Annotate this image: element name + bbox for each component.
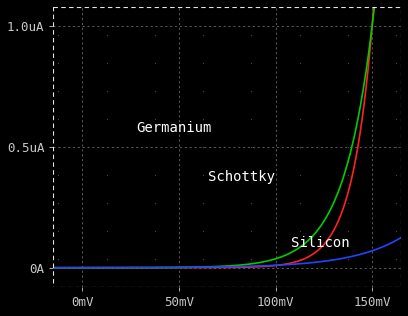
Text: Germanium: Germanium [137,121,212,136]
Text: Schottky: Schottky [208,170,275,184]
Text: Silicon: Silicon [291,236,350,250]
